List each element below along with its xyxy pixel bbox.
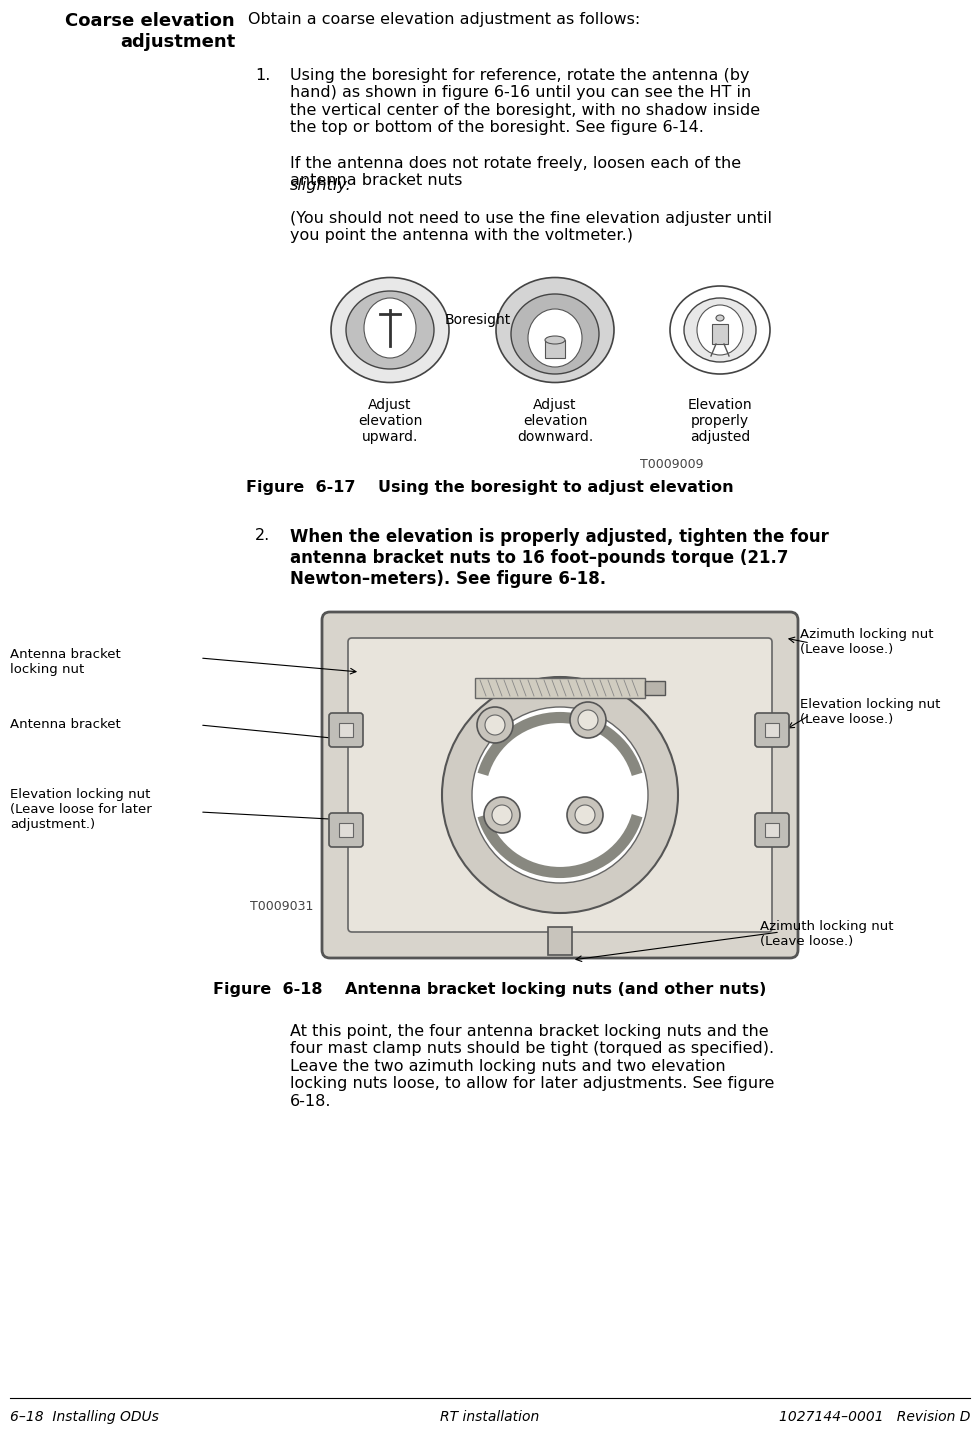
FancyBboxPatch shape — [329, 813, 363, 847]
Text: If the antenna does not rotate freely, loosen each of the
antenna bracket nuts: If the antenna does not rotate freely, l… — [290, 156, 741, 189]
Circle shape — [570, 703, 606, 738]
Text: Tighten: Tighten — [549, 743, 599, 756]
Ellipse shape — [331, 278, 449, 382]
Text: When the elevation is properly adjusted, tighten the four
antenna bracket nuts t: When the elevation is properly adjusted,… — [290, 528, 829, 588]
Circle shape — [472, 707, 648, 883]
Bar — [339, 723, 353, 737]
Bar — [339, 823, 353, 837]
FancyBboxPatch shape — [755, 813, 789, 847]
Text: T0009009: T0009009 — [640, 458, 704, 471]
Text: Antenna bracket
locking nut: Antenna bracket locking nut — [10, 648, 121, 675]
Text: Figure  6-17    Using the boresight to adjust elevation: Figure 6-17 Using the boresight to adjus… — [246, 479, 734, 495]
Ellipse shape — [496, 278, 614, 382]
FancyBboxPatch shape — [755, 713, 789, 747]
Text: 1.: 1. — [255, 69, 270, 83]
Circle shape — [477, 707, 513, 743]
Text: At this point, the four antenna bracket locking nuts and the
four mast clamp nut: At this point, the four antenna bracket … — [290, 1025, 774, 1109]
Ellipse shape — [364, 298, 416, 358]
Ellipse shape — [511, 293, 599, 373]
Bar — [545, 341, 565, 358]
Text: Azimuth locking nut
(Leave loose.): Azimuth locking nut (Leave loose.) — [800, 628, 934, 655]
Text: Azimuth locking nut
(Leave loose.): Azimuth locking nut (Leave loose.) — [760, 920, 894, 947]
Text: slightly.: slightly. — [290, 177, 352, 193]
Circle shape — [442, 677, 678, 913]
Text: 1027144–0001   Revision D: 1027144–0001 Revision D — [779, 1410, 970, 1424]
Circle shape — [492, 806, 512, 826]
Ellipse shape — [684, 298, 756, 362]
Bar — [475, 678, 645, 698]
Text: Adjust
elevation
upward.: Adjust elevation upward. — [358, 398, 422, 445]
Circle shape — [578, 710, 598, 730]
Text: Figure  6-18    Antenna bracket locking nuts (and other nuts): Figure 6-18 Antenna bracket locking nuts… — [214, 982, 766, 997]
Ellipse shape — [670, 286, 770, 373]
Text: Tighten: Tighten — [453, 750, 504, 763]
Text: 2.: 2. — [255, 528, 270, 542]
Text: RT installation: RT installation — [440, 1410, 540, 1424]
FancyBboxPatch shape — [329, 713, 363, 747]
Text: Elevation
properly
adjusted: Elevation properly adjusted — [688, 398, 753, 445]
Text: Tighten: Tighten — [453, 839, 504, 851]
Circle shape — [485, 716, 505, 736]
Circle shape — [484, 797, 520, 833]
Ellipse shape — [716, 315, 724, 321]
Bar — [548, 927, 572, 954]
Bar — [712, 323, 728, 343]
Text: Elevation locking nut
(Leave loose for later
adjustment.): Elevation locking nut (Leave loose for l… — [10, 788, 152, 831]
Text: 6–18  Installing ODUs: 6–18 Installing ODUs — [10, 1410, 159, 1424]
Ellipse shape — [545, 336, 565, 343]
Circle shape — [567, 797, 603, 833]
Text: Elevation locking nut
(Leave loose.): Elevation locking nut (Leave loose.) — [800, 698, 941, 726]
Bar — [645, 681, 665, 695]
Bar — [765, 823, 779, 837]
Text: Antenna bracket: Antenna bracket — [10, 718, 121, 731]
Ellipse shape — [528, 309, 582, 366]
Bar — [765, 723, 779, 737]
Text: Obtain a coarse elevation adjustment as follows:: Obtain a coarse elevation adjustment as … — [248, 11, 640, 27]
Circle shape — [575, 806, 595, 826]
Text: Coarse elevation
adjustment: Coarse elevation adjustment — [66, 11, 235, 50]
Text: Using the boresight for reference, rotate the antenna (by
hand) as shown in figu: Using the boresight for reference, rotat… — [290, 69, 760, 135]
Text: Adjust
elevation
downward.: Adjust elevation downward. — [516, 398, 593, 445]
FancyBboxPatch shape — [348, 638, 772, 932]
Ellipse shape — [697, 305, 743, 355]
Ellipse shape — [346, 290, 434, 369]
Text: Boresight: Boresight — [445, 313, 512, 328]
Text: T0009031: T0009031 — [250, 900, 314, 913]
Text: Tighten: Tighten — [549, 836, 599, 849]
Text: (You should not need to use the fine elevation adjuster until
you point the ante: (You should not need to use the fine ele… — [290, 210, 772, 243]
FancyBboxPatch shape — [322, 612, 798, 957]
